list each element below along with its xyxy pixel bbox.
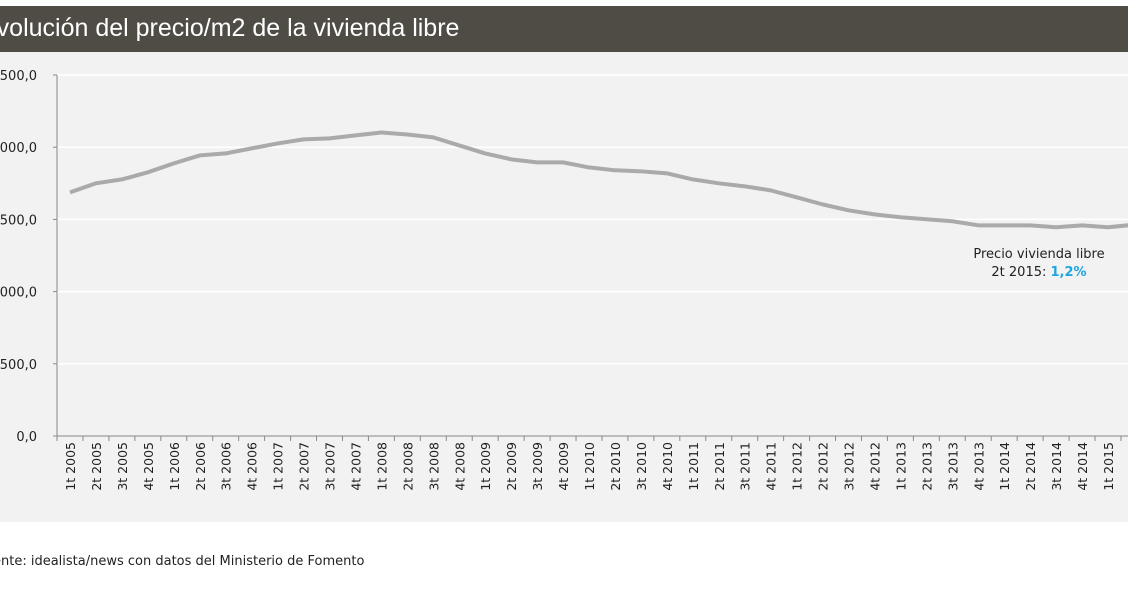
price-line xyxy=(69,130,1128,230)
x-tick-label: 4t 2009 xyxy=(556,442,571,491)
x-tick-label: 2t 2014 xyxy=(1023,442,1038,491)
x-tick-label: 1t 2014 xyxy=(997,442,1012,491)
x-tick-label: 1t 2010 xyxy=(582,442,597,491)
x-tick-label: 2t 2008 xyxy=(400,442,415,491)
x-tick-label: 2t 2009 xyxy=(504,442,519,491)
y-tick-label: 500,0 xyxy=(0,358,37,373)
x-tick-label: 1t 2013 xyxy=(893,442,908,491)
x-tick-label: 1t 2015 xyxy=(1101,442,1116,491)
x-tick-label: 3t 2009 xyxy=(530,442,545,491)
x-tick-label: 2t 2013 xyxy=(919,442,934,491)
x-tick-label: 3t 2005 xyxy=(115,442,130,491)
x-tick-label: 4t 2007 xyxy=(348,442,363,491)
x-tick-label: 2t 2010 xyxy=(608,442,623,491)
x-tick-label: 3t 2011 xyxy=(738,442,753,491)
x-tick-label: 2t 2011 xyxy=(712,442,727,491)
x-tick-label: 3t 2014 xyxy=(1049,442,1064,491)
x-tick-label: 4t 2013 xyxy=(971,442,986,491)
y-tick-label: 2.000,0 xyxy=(0,141,37,156)
source-footer: Fuente: idealista/news con datos del Min… xyxy=(0,554,365,569)
x-tick-label: 2t 2015 xyxy=(1127,442,1128,491)
x-tick-label: 4t 2011 xyxy=(764,442,779,491)
x-tick-label: 2t 2006 xyxy=(193,442,208,491)
x-tick-label: 2t 2007 xyxy=(297,442,312,491)
x-tick-label: 3t 2007 xyxy=(323,442,338,491)
x-tick-label: 1t 2008 xyxy=(374,442,389,491)
y-tick-label: 2.500,0 xyxy=(0,69,37,84)
x-tick-label: 4t 2010 xyxy=(660,442,675,491)
x-tick-label: 3t 2006 xyxy=(219,442,234,491)
y-tick-label: 0,0 xyxy=(16,430,37,445)
x-tick-label: 3t 2012 xyxy=(842,442,857,491)
y-tick-label: 1.000,0 xyxy=(0,286,37,301)
annotation-line1: Precio vivienda libre xyxy=(973,247,1105,262)
plot-area xyxy=(0,52,1128,522)
annotation-value: 1,2% xyxy=(1050,265,1087,280)
y-tick-label: 1.500,0 xyxy=(0,213,37,228)
x-tick-label: 4t 2012 xyxy=(867,442,882,491)
x-tick-label: 3t 2010 xyxy=(634,442,649,491)
annotation: Precio vivienda libre 2t 2015: 1,2% xyxy=(960,246,1118,282)
chart-title: Evolución del precio/m2 de la vivienda l… xyxy=(0,14,460,42)
x-tick-label: 1t 2005 xyxy=(63,442,78,491)
x-tick-label: 4t 2006 xyxy=(245,442,260,491)
chart-title-bar: Evolución del precio/m2 de la vivienda l… xyxy=(0,6,1128,52)
x-tick-label: 2t 2005 xyxy=(89,442,104,491)
x-tick-label: 1t 2011 xyxy=(686,442,701,491)
x-tick-label: 1t 2007 xyxy=(271,442,286,491)
x-tick-label: 1t 2006 xyxy=(167,442,182,491)
annotation-prefix: 2t 2015: xyxy=(991,265,1051,280)
x-tick-label: 3t 2008 xyxy=(426,442,441,491)
x-tick-label: 1t 2009 xyxy=(478,442,493,491)
x-tick-label: 4t 2005 xyxy=(141,442,156,491)
x-tick-label: 3t 2013 xyxy=(945,442,960,491)
x-tick-label: 2t 2012 xyxy=(816,442,831,491)
x-tick-label: 1t 2012 xyxy=(790,442,805,491)
x-tick-label: 4t 2014 xyxy=(1075,442,1090,491)
x-tick-label: 4t 2008 xyxy=(452,442,467,491)
